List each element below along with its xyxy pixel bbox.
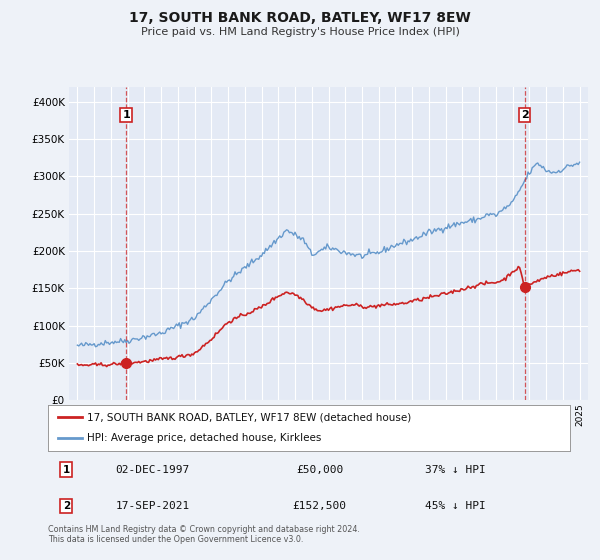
Text: 2: 2: [62, 501, 70, 511]
Text: Contains HM Land Registry data © Crown copyright and database right 2024.
This d: Contains HM Land Registry data © Crown c…: [48, 525, 360, 544]
Text: 45% ↓ HPI: 45% ↓ HPI: [425, 501, 485, 511]
Text: 17-SEP-2021: 17-SEP-2021: [115, 501, 190, 511]
Text: 02-DEC-1997: 02-DEC-1997: [115, 465, 190, 475]
Text: 1: 1: [62, 465, 70, 475]
Text: Price paid vs. HM Land Registry's House Price Index (HPI): Price paid vs. HM Land Registry's House …: [140, 27, 460, 37]
Text: £50,000: £50,000: [296, 465, 343, 475]
Text: 2: 2: [521, 110, 529, 120]
Text: 1: 1: [122, 110, 130, 120]
Text: £152,500: £152,500: [292, 501, 346, 511]
Text: 37% ↓ HPI: 37% ↓ HPI: [425, 465, 485, 475]
Text: HPI: Average price, detached house, Kirklees: HPI: Average price, detached house, Kirk…: [87, 433, 322, 444]
Text: 17, SOUTH BANK ROAD, BATLEY, WF17 8EW (detached house): 17, SOUTH BANK ROAD, BATLEY, WF17 8EW (d…: [87, 412, 412, 422]
Text: 17, SOUTH BANK ROAD, BATLEY, WF17 8EW: 17, SOUTH BANK ROAD, BATLEY, WF17 8EW: [129, 11, 471, 25]
